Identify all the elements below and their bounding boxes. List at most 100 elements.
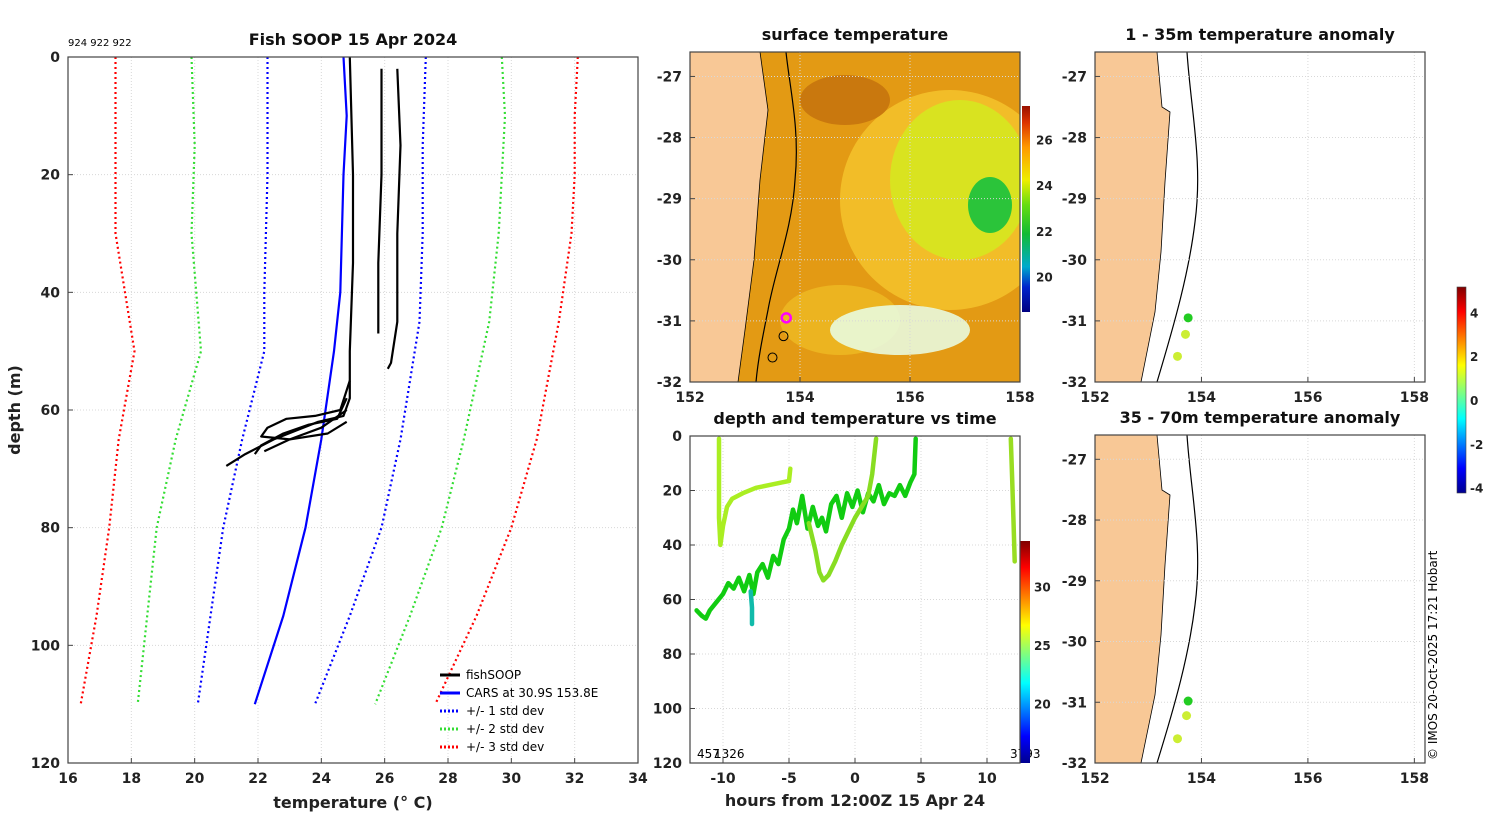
y-tick-label: -28 (657, 131, 682, 147)
anomaly-shallow-panel: 152 154 156 158 -27 -28 -29 -30 -31 -32 1 - 35m te… (1062, 25, 1429, 406)
legend-label: fishSOOP (466, 668, 521, 682)
land (1095, 52, 1171, 382)
dt-colorbar-label: 20 (1034, 698, 1051, 712)
axes-frame (689, 435, 1021, 764)
chart-title: 35 - 70m temperature anomaly (1120, 408, 1401, 427)
dt-colorbar (1020, 541, 1030, 763)
anomaly-deep-panel: 152 154 156 158 -27 -28 -29 -30 -31 -32 35 - 70m t… (1062, 408, 1429, 787)
x-tick-label: 152 (1080, 771, 1109, 787)
copyright-text: © IMOS 20-Oct-2025 17:21 Hobart (1426, 550, 1440, 760)
station-marker (780, 312, 792, 324)
x-tick-label: 26 (375, 771, 394, 787)
station-marker (778, 331, 789, 342)
anomaly-colorbar-panel: 4 2 0 -2 -4 (1456, 286, 1483, 496)
x-tick-label: 154 (785, 390, 814, 406)
anomaly-colorbar-label: -2 (1470, 438, 1483, 452)
x-tick-label: 0 (850, 771, 860, 787)
axes-frame (689, 51, 1021, 383)
x-tick-label: 28 (438, 771, 457, 787)
series-line (196, 57, 269, 705)
chart-title: surface temperature (762, 25, 949, 44)
anomaly-colorbar-label: 4 (1470, 306, 1478, 320)
x-tick-label: 16 (58, 771, 77, 787)
legend-label: CARS at 30.9S 153.8E (466, 686, 598, 700)
trace-line (694, 436, 918, 621)
chart-title: 1 - 35m temperature anomaly (1125, 25, 1395, 44)
x-tick-label: 158 (1400, 771, 1429, 787)
x-tick-label: 158 (1400, 390, 1429, 406)
legend-label: +/- 1 std dev (466, 704, 544, 718)
sst-colorbar-label: 26 (1036, 133, 1053, 147)
y-tick-label: 60 (41, 403, 61, 419)
x-tick-label: 20 (185, 771, 205, 787)
y-tick-label: -29 (1062, 574, 1087, 590)
x-tick-label: 5 (916, 771, 926, 787)
x-tick-label: 18 (122, 771, 141, 787)
x-tick-label: 154 (1187, 771, 1216, 787)
anomaly-point (1183, 313, 1193, 323)
y-tick-label: 40 (41, 285, 61, 301)
series-line (313, 56, 427, 705)
anomaly-colorbar (1456, 286, 1467, 494)
axes-frame (1094, 51, 1426, 383)
y-tick-label: -32 (1062, 756, 1087, 772)
axes-frame (1094, 434, 1426, 764)
y-tick-label: -30 (1062, 635, 1088, 651)
y-tick-label: -32 (1062, 375, 1087, 391)
x-tick-label: 10 (977, 771, 997, 787)
anomaly-point (1173, 734, 1182, 744)
station-marker (767, 352, 778, 363)
x-tick-label: 156 (895, 390, 924, 406)
y-tick-label: -29 (657, 192, 682, 208)
trace-line (806, 436, 879, 583)
eddy-north (800, 75, 890, 125)
y-tick-label: -27 (1062, 452, 1087, 468)
series-line (79, 57, 136, 705)
y-tick-label: -31 (1062, 695, 1087, 711)
series-line (386, 68, 402, 370)
anomaly-point (1182, 711, 1192, 721)
y-tick-label: -28 (1062, 131, 1087, 147)
cloud-mask (830, 305, 970, 355)
x-tick-label: -5 (781, 771, 797, 787)
series-line (136, 56, 203, 705)
y-tick-label: 100 (653, 702, 682, 718)
y-tick-label: -29 (1062, 192, 1087, 208)
y-tick-label: 120 (653, 756, 682, 772)
annotation: 1326 (714, 747, 745, 761)
sst-map-panel: 152 154 156 158 -27 -28 -29 -30 -31 -32 surface te… (657, 25, 1053, 406)
y-tick-label: 80 (663, 647, 683, 663)
x-tick-label: 154 (1187, 390, 1216, 406)
y-tick-label: 0 (50, 50, 60, 66)
y-tick-label: 20 (41, 168, 61, 184)
anomaly-colorbar-label: 0 (1470, 394, 1478, 408)
series-line (253, 56, 348, 705)
y-tick-label: -30 (657, 253, 683, 269)
y-tick-label: 20 (663, 484, 683, 500)
chart-title: depth and temperature vs time (713, 409, 996, 428)
trace-line (716, 436, 793, 548)
y-tick-label: 60 (663, 593, 683, 609)
y-tick-label: -27 (657, 69, 682, 85)
y-tick-label: 120 (31, 756, 60, 772)
sst-field (690, 52, 1020, 382)
x-tick-label: 22 (248, 771, 267, 787)
land (1095, 435, 1171, 763)
coast-layer (1095, 435, 1199, 763)
sst-colorbar-label: 22 (1036, 225, 1053, 239)
series-line (434, 56, 579, 705)
annotation: 457 (697, 747, 720, 761)
profile-subtitle: 924 922 922 (68, 38, 132, 49)
shelf-contour (1156, 435, 1199, 763)
y-axis-label: depth (m) (5, 365, 24, 455)
x-tick-label: 24 (312, 771, 332, 787)
legend-label: +/- 2 std dev (466, 722, 544, 736)
trace-line (748, 589, 755, 627)
x-axis-label: temperature (° C) (273, 793, 432, 812)
y-tick-label: -27 (1062, 69, 1087, 85)
shelf-contour (755, 52, 797, 382)
y-tick-label: -28 (1062, 513, 1087, 529)
series-line (225, 56, 355, 467)
